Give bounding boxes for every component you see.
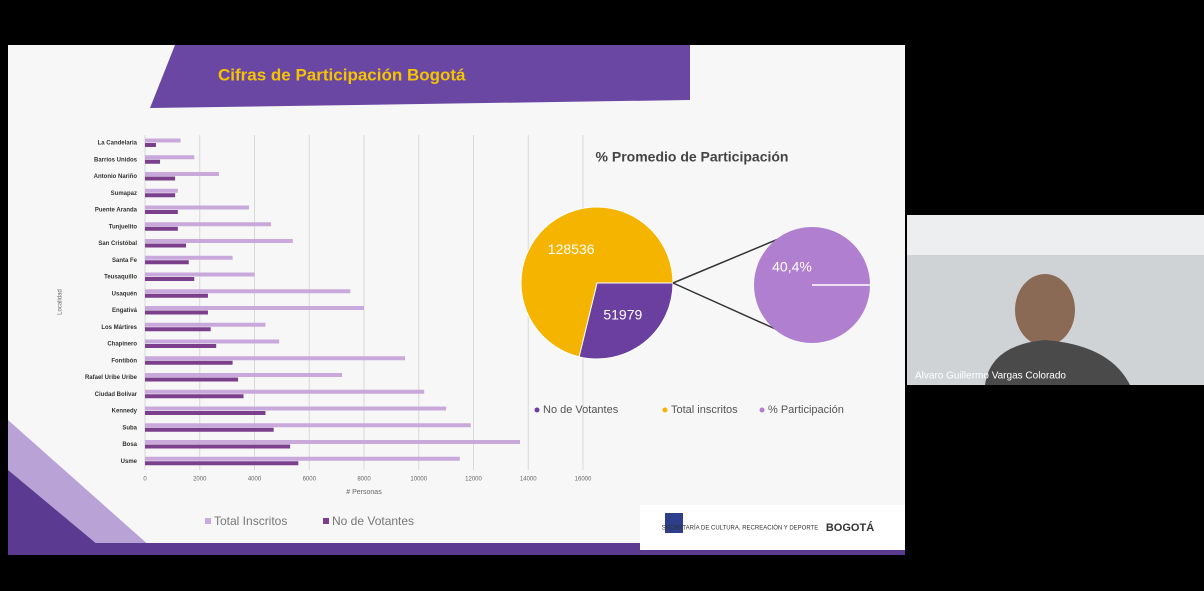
bar bbox=[145, 378, 238, 382]
bar bbox=[145, 411, 265, 415]
legend-label: Total inscritos bbox=[671, 404, 738, 416]
legend-label: Total Inscritos bbox=[214, 514, 287, 528]
bar bbox=[145, 160, 160, 164]
data-label: 51979 bbox=[603, 307, 642, 323]
bar bbox=[145, 344, 216, 348]
bar bbox=[145, 407, 446, 411]
bar bbox=[145, 323, 265, 327]
bar bbox=[145, 206, 249, 210]
bar bbox=[145, 306, 364, 310]
bar bbox=[145, 177, 175, 181]
x-tick-label: 8000 bbox=[357, 477, 371, 483]
x-axis-label: # Personas bbox=[346, 489, 382, 496]
participant-head bbox=[1015, 274, 1075, 346]
y-tick-label: Barrios Unidos bbox=[94, 157, 138, 163]
y-tick-label: Bosa bbox=[122, 442, 137, 448]
bar bbox=[145, 260, 189, 264]
y-tick-label: Sumapaz bbox=[111, 191, 137, 197]
bar bbox=[145, 227, 178, 231]
bar bbox=[145, 289, 350, 293]
legend-swatch bbox=[760, 408, 765, 413]
legend-swatch bbox=[663, 408, 668, 413]
legend-swatch bbox=[535, 408, 540, 413]
bar bbox=[145, 256, 233, 260]
y-tick-label: Chapinero bbox=[107, 342, 137, 348]
y-tick-label: Suba bbox=[122, 425, 137, 431]
bar bbox=[145, 239, 293, 243]
screen: Cifras de Participación Bogotá SECRETARÍ… bbox=[0, 0, 1204, 586]
bar bbox=[145, 457, 460, 461]
x-tick-label: 2000 bbox=[193, 477, 207, 483]
y-tick-label: Usme bbox=[121, 459, 138, 465]
legend-swatch bbox=[205, 518, 211, 524]
logo-text: BOGOTÁ bbox=[826, 521, 874, 534]
page: Cifras de Participación Bogotá SECRETARÍ… bbox=[0, 0, 1204, 586]
y-tick-label: Fontibón bbox=[111, 358, 137, 364]
bar bbox=[145, 244, 186, 248]
slide-title: Cifras de Participación Bogotá bbox=[218, 65, 466, 84]
bar bbox=[145, 445, 290, 449]
bar bbox=[145, 428, 274, 432]
y-tick-label: Santa Fe bbox=[112, 258, 138, 264]
y-tick-label: Antonio Nariño bbox=[94, 174, 138, 180]
bar bbox=[145, 423, 471, 427]
x-tick-label: 12000 bbox=[465, 477, 482, 483]
bar bbox=[145, 210, 178, 214]
bar bbox=[145, 222, 271, 226]
bar bbox=[145, 390, 424, 394]
bar bbox=[145, 340, 279, 344]
logo-text: SECRETARÍA DE CULTURA, RECREACIÓN Y DEPO… bbox=[662, 525, 818, 532]
y-tick-label: Ciudad Bolívar bbox=[95, 392, 138, 398]
x-tick-label: 14000 bbox=[520, 477, 537, 483]
y-tick-label: Kennedy bbox=[112, 409, 138, 415]
bar bbox=[145, 193, 175, 197]
participant-name: Alvaro Guillermo Vargas Colorado bbox=[915, 371, 1066, 382]
x-tick-label: 16000 bbox=[575, 477, 592, 483]
y-tick-label: San Cristóbal bbox=[98, 241, 137, 247]
chart-title: % Promedio de Participación bbox=[596, 149, 789, 165]
legend-swatch bbox=[323, 518, 329, 524]
data-label: 40,4% bbox=[772, 259, 812, 275]
bar bbox=[145, 461, 298, 465]
y-tick-label: Usaquén bbox=[112, 291, 138, 297]
data-label: 128536 bbox=[548, 241, 595, 257]
bar bbox=[145, 311, 208, 315]
webcam-wall bbox=[907, 215, 1204, 255]
x-tick-label: 10000 bbox=[410, 477, 427, 483]
legend-label: No de Votantes bbox=[543, 404, 619, 416]
bar bbox=[145, 394, 244, 398]
bar bbox=[145, 172, 219, 176]
y-tick-label: Rafael Uribe Uribe bbox=[85, 375, 138, 381]
bar bbox=[145, 143, 156, 147]
y-tick-label: Los Mártires bbox=[101, 325, 137, 331]
bar bbox=[145, 440, 520, 444]
bar bbox=[145, 155, 194, 159]
y-tick-label: Puente Aranda bbox=[95, 208, 138, 214]
x-tick-label: 4000 bbox=[248, 477, 262, 483]
bar bbox=[145, 361, 233, 365]
x-tick-label: 6000 bbox=[303, 477, 317, 483]
bar bbox=[145, 373, 342, 377]
legend-label: % Participación bbox=[768, 404, 844, 416]
bar bbox=[145, 139, 181, 143]
y-tick-label: Engativá bbox=[112, 308, 138, 314]
y-axis-label: Localidad bbox=[58, 289, 64, 315]
y-tick-label: La Candelaria bbox=[98, 141, 138, 147]
bar bbox=[145, 327, 211, 331]
legend-label: No de Votantes bbox=[332, 514, 414, 528]
bar bbox=[145, 277, 194, 281]
bar bbox=[145, 189, 178, 193]
bar bbox=[145, 273, 255, 277]
y-tick-label: Teusaquillo bbox=[104, 275, 137, 281]
y-tick-label: Tunjuelito bbox=[109, 224, 138, 230]
bar bbox=[145, 356, 405, 360]
bar bbox=[145, 294, 208, 298]
